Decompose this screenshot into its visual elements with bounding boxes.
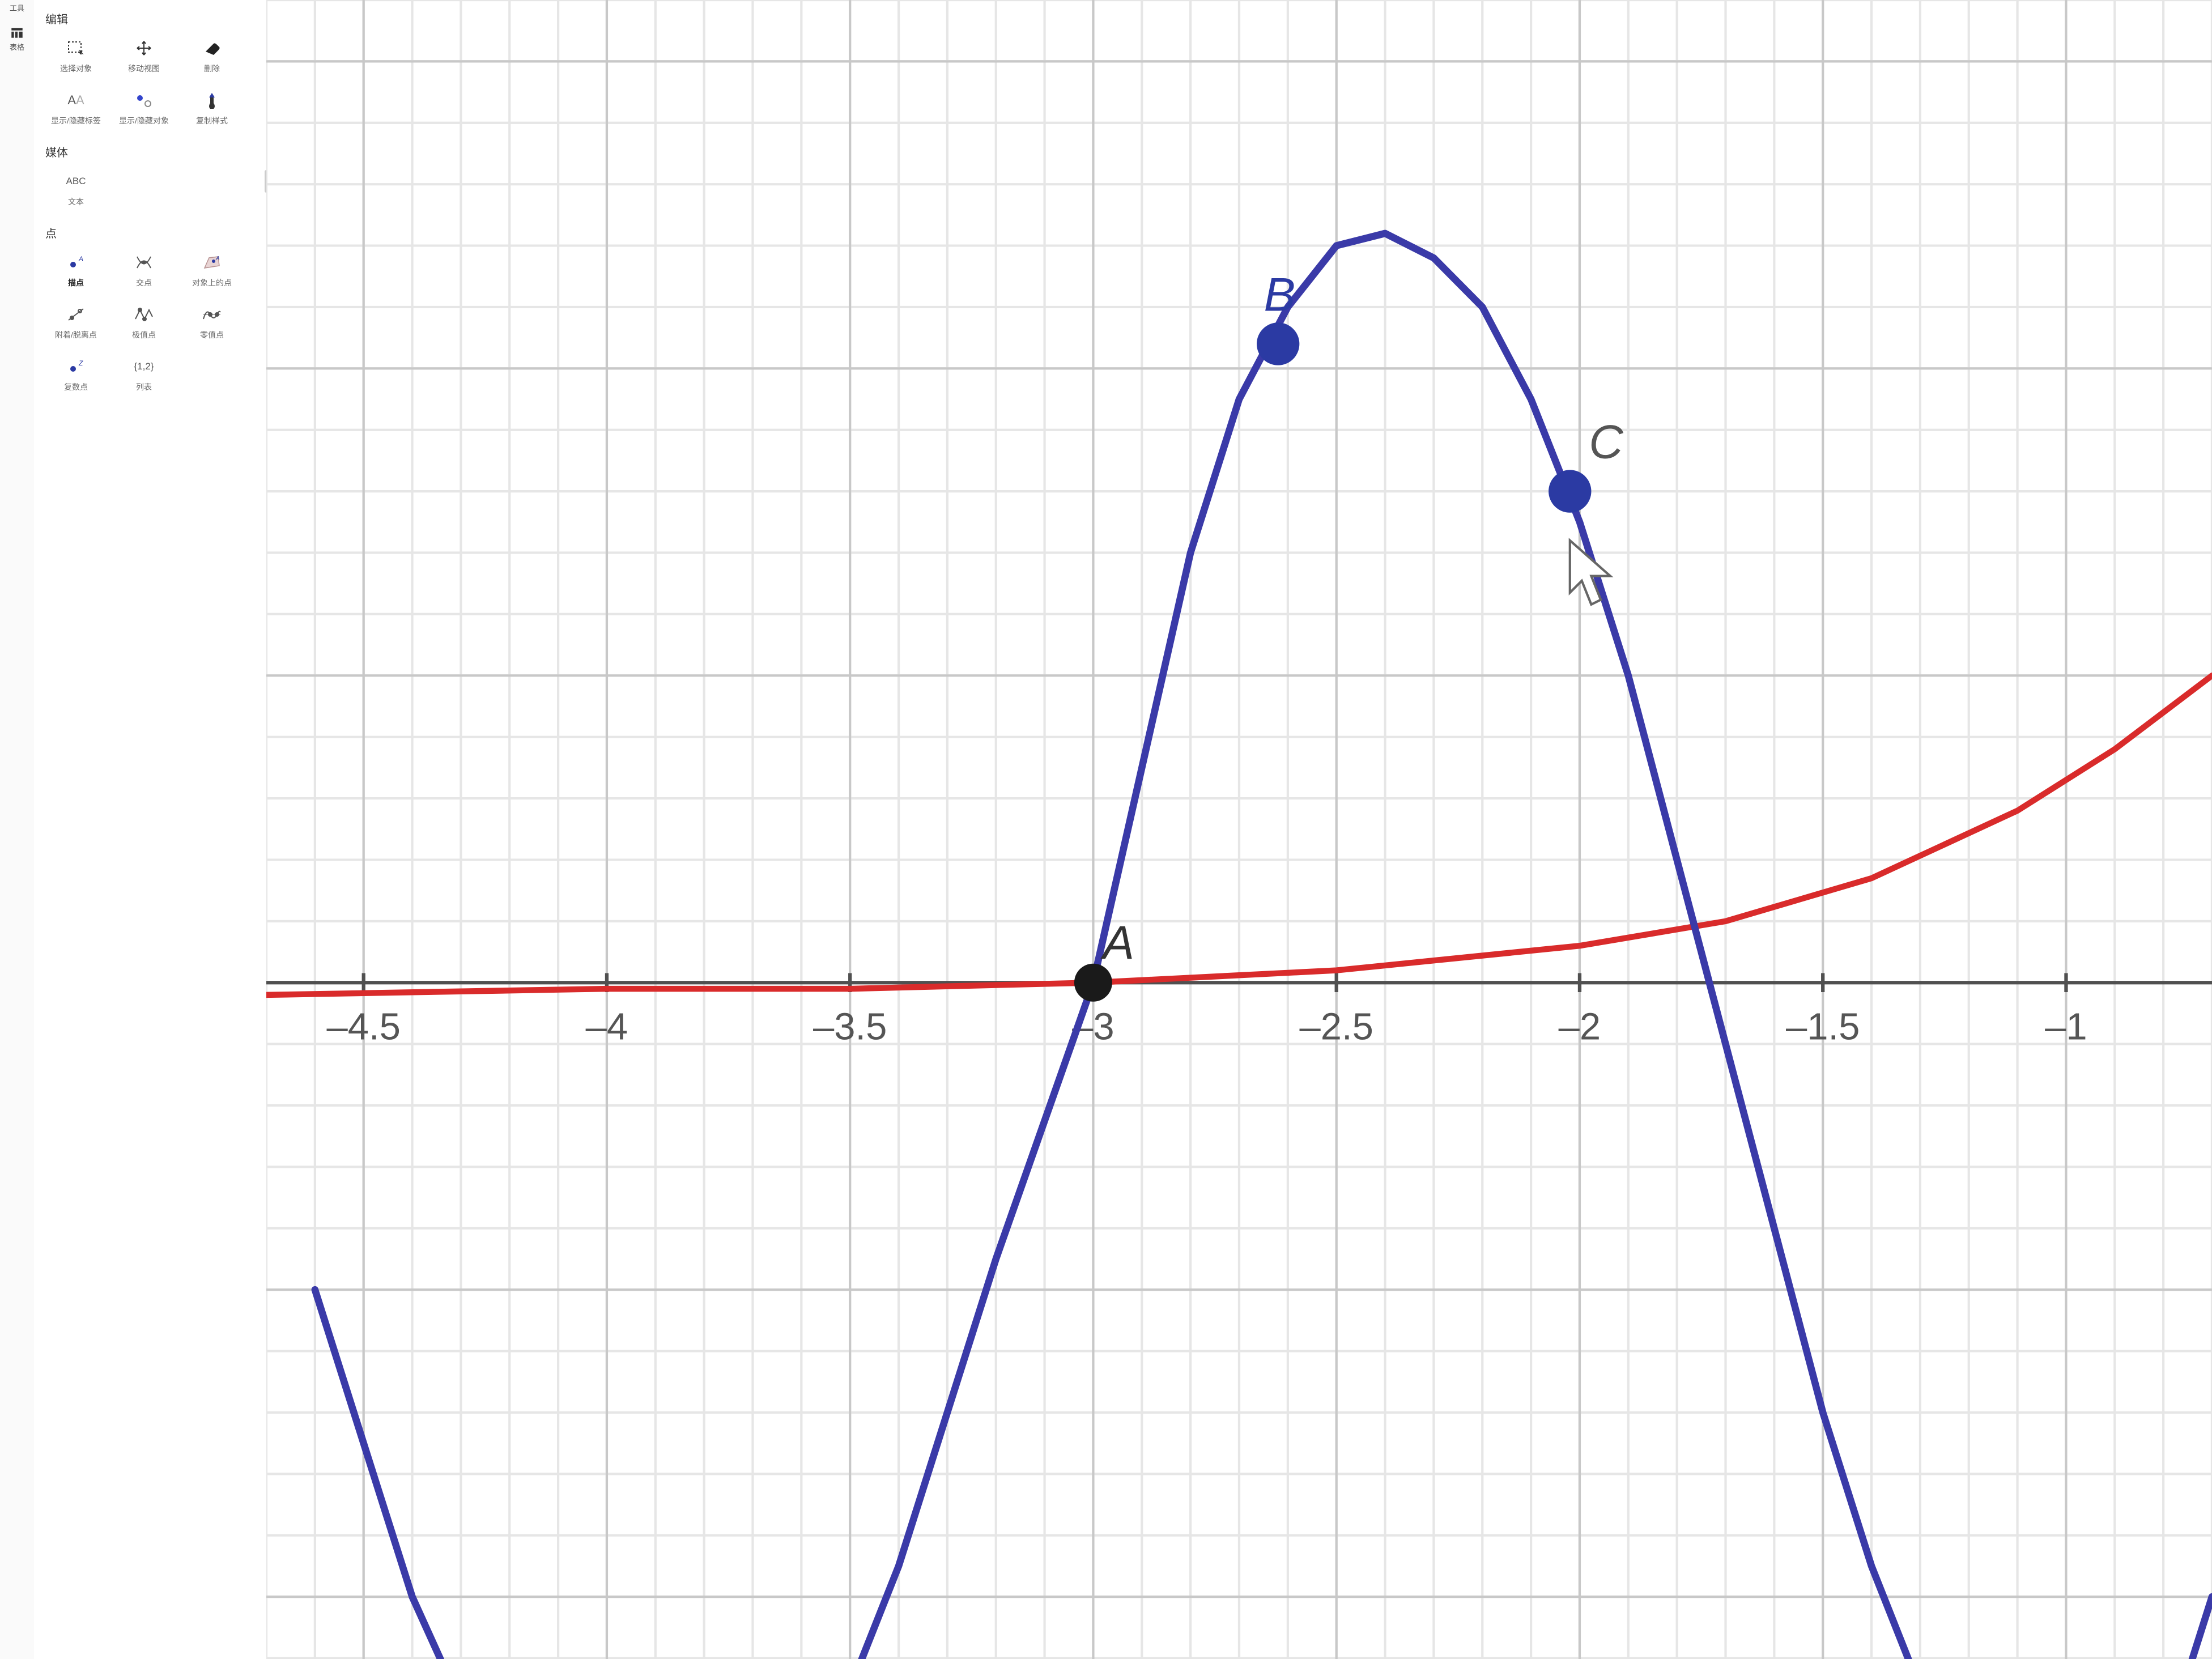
section-media-title: 媒体	[45, 143, 258, 160]
svg-text:–2: –2	[1559, 1006, 1601, 1048]
graph-canvas: –4.5–4–3.5–3–2.5–2–1.5–1ABC	[266, 0, 2212, 1659]
left-strip: 工具 表格	[0, 0, 34, 1659]
strip-tools[interactable]: 工具	[10, 2, 24, 13]
intersect-icon	[135, 254, 152, 271]
tool-move-view[interactable]: 移动视图	[110, 35, 178, 76]
tool-label: 交点	[110, 277, 178, 288]
graph-view[interactable]: –4.5–4–3.5–3–2.5–2–1.5–1ABC	[266, 0, 2212, 1659]
strip-table-label: 表格	[10, 43, 24, 52]
svg-text:–2.5: –2.5	[1299, 1006, 1373, 1048]
eraser-icon	[202, 41, 222, 55]
tool-intersect[interactable]: 交点	[110, 249, 178, 291]
list-braces-icon: {1,2}	[134, 361, 154, 372]
tool-label: 文本	[42, 196, 110, 207]
svg-text:–4.5: –4.5	[326, 1006, 400, 1048]
select-marquee-icon	[67, 41, 84, 56]
label-aa-icon: AA	[67, 93, 84, 108]
section-point-title: 点	[45, 224, 258, 241]
svg-text:B: B	[1264, 267, 1296, 321]
strip-tools-label: 工具	[10, 4, 24, 12]
tool-label: 附着/脱离点	[42, 329, 110, 341]
tool-label: 复制样式	[178, 115, 246, 126]
text-abc-icon: ABC	[66, 176, 86, 187]
tool-attach-detach[interactable]: 附着/脱离点	[42, 301, 110, 343]
tool-label: 极值点	[110, 329, 178, 341]
tools-panel: 编辑 选择对象 移动视图 删除 AA 显示/隐藏标签 显示/隐藏对象	[34, 0, 266, 1659]
svg-text:–3.5: –3.5	[813, 1006, 887, 1048]
svg-text:A: A	[78, 256, 83, 263]
tool-select-objects[interactable]: 选择对象	[42, 35, 110, 76]
tool-label: 复数点	[42, 381, 110, 393]
table-icon	[10, 25, 24, 40]
tool-label: 选择对象	[42, 63, 110, 74]
svg-text:–1: –1	[2045, 1006, 2087, 1048]
tool-label: 描点	[42, 277, 110, 288]
svg-text:Z: Z	[78, 360, 83, 367]
tool-roots[interactable]: 零值点	[178, 301, 246, 343]
svg-text:A: A	[215, 256, 220, 262]
media-tool-grid: ABC 文本	[42, 168, 258, 220]
tool-list[interactable]: {1,2} 列表	[110, 353, 178, 395]
svg-text:–4: –4	[586, 1006, 628, 1048]
extremum-icon	[134, 307, 154, 322]
tool-label: 显示/隐藏对象	[110, 115, 178, 126]
point-on-obj-icon: A	[202, 254, 222, 270]
edit-tool-grid: 选择对象 移动视图 删除 AA 显示/隐藏标签 显示/隐藏对象 复制样式	[42, 35, 258, 139]
svg-text:–1.5: –1.5	[1786, 1006, 1860, 1048]
tool-text[interactable]: ABC 文本	[42, 168, 110, 210]
strip-table[interactable]: 表格	[10, 23, 24, 52]
app-window: 工具 表格 编辑 选择对象 移动视图 删除 AA 显示/隐藏标签	[0, 0, 2212, 1659]
svg-text:C: C	[1589, 415, 1623, 468]
paint-brush-icon	[205, 92, 219, 109]
tool-label: 移动视图	[110, 63, 178, 74]
point-tool-grid: A 描点 交点 A 对象上的点 附着/脱离点 极值点 零值点	[42, 249, 258, 405]
roots-icon	[202, 307, 222, 322]
tool-label: 显示/隐藏标签	[42, 115, 110, 126]
tool-show-hide-obj[interactable]: 显示/隐藏对象	[110, 87, 178, 129]
tool-delete[interactable]: 删除	[178, 35, 246, 76]
tool-copy-style[interactable]: 复制样式	[178, 87, 246, 129]
tool-label: 列表	[110, 381, 178, 393]
tool-plot-point[interactable]: A 描点	[42, 249, 110, 291]
tool-extremum[interactable]: 极值点	[110, 301, 178, 343]
complex-point-icon: Z	[67, 360, 84, 373]
show-hide-obj-icon	[135, 93, 152, 107]
tool-complex-point[interactable]: Z 复数点	[42, 353, 110, 395]
move-arrows-icon	[135, 40, 152, 57]
tool-label: 零值点	[178, 329, 246, 341]
tool-label: 删除	[178, 63, 246, 74]
attach-detach-icon	[66, 307, 86, 322]
tool-label: 对象上的点	[178, 277, 246, 288]
tool-point-on-obj[interactable]: A 对象上的点	[178, 249, 246, 291]
plot-point-icon: A	[67, 256, 84, 269]
section-edit-title: 编辑	[45, 10, 258, 27]
svg-text:A: A	[1100, 916, 1134, 969]
tool-show-hide-label[interactable]: AA 显示/隐藏标签	[42, 87, 110, 129]
